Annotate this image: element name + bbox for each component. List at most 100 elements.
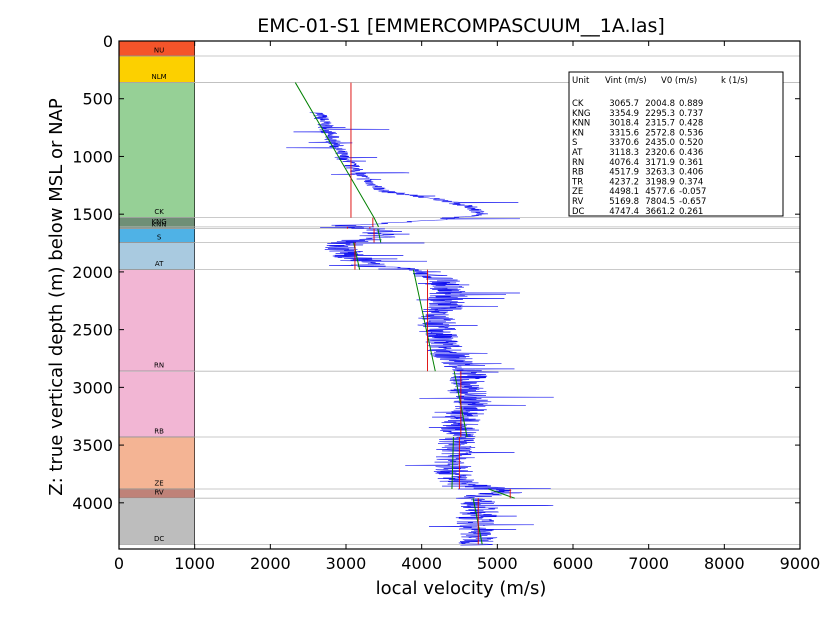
v0k-trend-segment-ck <box>294 82 375 218</box>
legend-cell-v0: 2320.6 <box>645 148 675 158</box>
strat-unit-label: KNG <box>151 218 166 226</box>
x-tick-label: 6000 <box>553 554 594 573</box>
strat-unit-rn <box>118 269 195 372</box>
legend-box <box>568 71 784 217</box>
legend-cell-unit: TR <box>571 177 583 187</box>
legend-cell-vint: 4517.9 <box>609 168 639 178</box>
legend-cell-v0: 2295.3 <box>645 109 675 119</box>
y-tick-label: 3000 <box>72 378 113 397</box>
x-tick-label: 8000 <box>704 554 745 573</box>
strat-unit-label: AT <box>155 260 164 268</box>
v0k-trend-segment-ze <box>451 436 454 489</box>
v0k-trend-segment-s <box>377 228 382 243</box>
strat-unit-at <box>118 242 195 270</box>
legend-cell-v0: 4577.6 <box>645 187 675 197</box>
legend-cell-unit: AT <box>572 148 583 158</box>
strat-unit-label: NLM <box>152 73 167 81</box>
legend-cell-unit: CK <box>572 99 584 109</box>
y-tick-label: 2000 <box>72 263 113 282</box>
interval-velocity-series <box>346 82 511 545</box>
legend-cell-k: 0.436 <box>679 148 703 158</box>
legend-cell-vint: 3315.6 <box>609 128 639 138</box>
x-axis-label: local velocity (m/s) <box>376 578 547 599</box>
legend-cell-k: 0.520 <box>679 138 703 148</box>
legend-cell-v0: 2004.8 <box>645 99 675 109</box>
legend-cell-vint: 3370.6 <box>609 138 639 148</box>
legend-cell-k: 0.361 <box>679 158 703 168</box>
legend-cell-unit: S <box>572 138 577 148</box>
x-tick-label: 5000 <box>477 554 518 573</box>
legend-cell-v0: 3171.9 <box>645 158 675 168</box>
legend-cell-vint: 4747.4 <box>609 207 639 217</box>
legend-cell-vint: 3018.4 <box>609 119 639 129</box>
velocity-log-series <box>286 112 554 546</box>
legend-cell-v0: 7804.5 <box>645 197 675 207</box>
legend-header-unit: Unit <box>572 76 590 86</box>
legend-cell-vint: 4498.1 <box>609 187 639 197</box>
legend-cell-unit: KN <box>572 128 584 138</box>
y-tick-label: 2500 <box>72 321 113 340</box>
y-tick-label: 4000 <box>72 494 113 513</box>
v0k-trend-segment-kng <box>373 217 379 228</box>
y-tick-label: 1500 <box>72 205 113 224</box>
v0k-trend-series <box>294 82 515 545</box>
legend-cell-v0: 3198.9 <box>645 177 675 187</box>
plot-frame <box>118 40 801 550</box>
strat-unit-label: ZE <box>154 480 163 488</box>
legend-cell-k: 0.737 <box>679 109 703 119</box>
legend-cell-v0: 2572.8 <box>645 128 675 138</box>
legend-cell-k: 0.889 <box>679 99 703 109</box>
legend-table: Unit Vint (m/s) V0 (m/s) k (1/s) CK 3065.7 200… <box>568 71 784 217</box>
legend-cell-v0: 3263.3 <box>645 168 675 178</box>
legend-cell-vint: 3065.7 <box>609 99 639 109</box>
legend-header-vint: Vint (m/s) <box>605 76 647 86</box>
y-tick-label: 1000 <box>72 147 113 166</box>
legend-cell-k: -0.057 <box>679 187 706 197</box>
legend-cell-k: 0.406 <box>679 168 703 178</box>
strat-unit-label: RN <box>154 362 164 370</box>
strat-unit-rb <box>118 370 195 438</box>
legend-cell-unit: KNG <box>572 109 591 119</box>
legend-cell-k: 0.536 <box>679 128 703 138</box>
legend-header-k: k (1/s) <box>721 76 748 86</box>
unit-boundary-lines <box>119 55 800 545</box>
x-tick-label: 1000 <box>174 554 215 573</box>
velocity-log-line <box>286 112 554 546</box>
legend-cell-unit: RN <box>572 158 584 168</box>
strat-unit-ze <box>118 436 195 490</box>
strat-unit-label: KNN <box>152 221 167 229</box>
x-tick-label: 7000 <box>628 554 669 573</box>
x-tick-label: 4000 <box>401 554 442 573</box>
legend-cell-k: 0.374 <box>679 177 703 187</box>
chart-title: EMC-01-S1 [EMMERCOMPASCUUM__1A.las] <box>257 15 665 37</box>
legend-cell-k: 0.428 <box>679 119 703 129</box>
legend-cell-unit: ZE <box>572 187 583 197</box>
strat-unit-label: NU <box>154 47 164 55</box>
y-tick-label: 500 <box>82 90 113 109</box>
y-axis-label: Z: true vertical depth (m) below MSL or … <box>46 98 67 496</box>
strat-unit-label: CK <box>154 208 164 216</box>
x-tick-label: 9000 <box>780 554 821 573</box>
x-tick-label: 0 <box>114 554 124 573</box>
y-tick-label: 3500 <box>72 436 113 455</box>
legend-cell-k: -0.657 <box>679 197 706 207</box>
legend-cell-k: 0.261 <box>679 207 703 217</box>
y-tick-label: 0 <box>103 32 113 51</box>
x-tick-label: 3000 <box>326 554 367 573</box>
legend-cell-v0: 2315.7 <box>645 119 675 129</box>
legend-cell-unit: RV <box>572 197 583 207</box>
legend-header-v0: V0 (m/s) <box>661 76 697 86</box>
legend-cell-vint: 4237.2 <box>609 177 639 187</box>
legend-cell-unit: DC <box>572 207 585 217</box>
legend-cell-vint: 3118.3 <box>609 148 639 158</box>
strat-unit-ck <box>118 82 195 218</box>
strat-unit-dc <box>118 497 195 545</box>
plot-axes: 0 1000 2000 3000 4000 5000 6000 7000 8000 9000 0 50… <box>72 32 820 573</box>
v0k-trend-segment-dc <box>472 498 483 545</box>
legend-cell-vint: 3354.9 <box>609 109 639 119</box>
legend-cell-unit: KNN <box>572 119 590 129</box>
strat-unit-label: S <box>157 234 162 242</box>
